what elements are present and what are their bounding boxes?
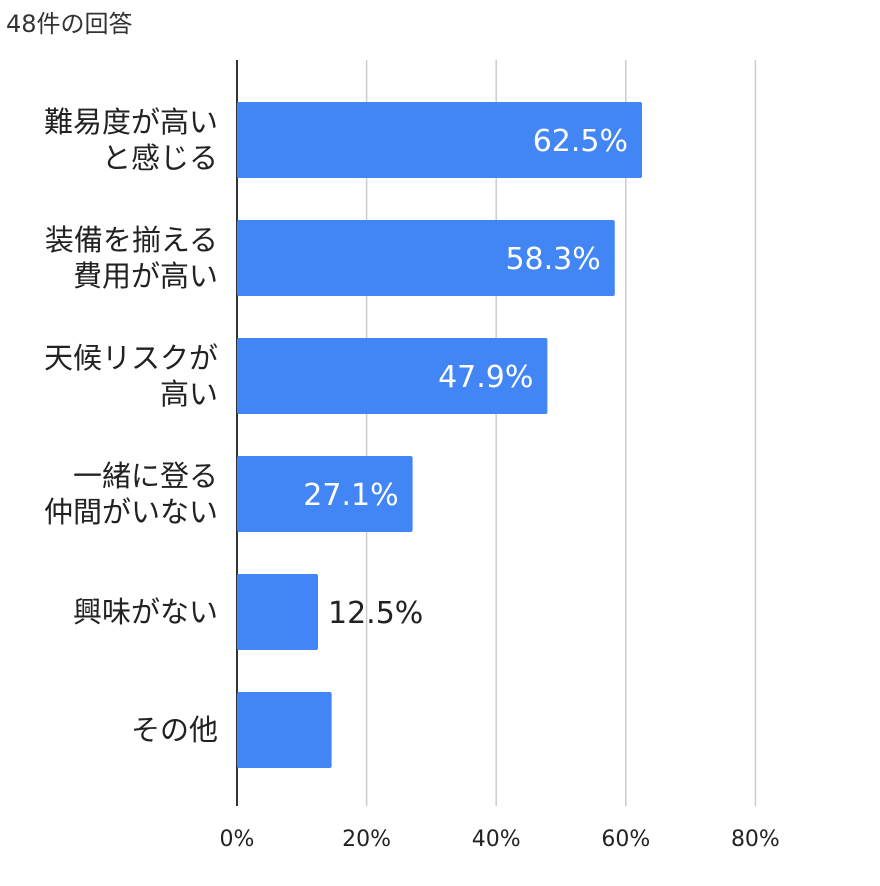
response-count: 48件の回答	[6, 10, 133, 38]
x-tick-labels: 0% 20% 40% 60% 80%	[220, 827, 780, 852]
bar-3	[237, 456, 413, 532]
category-label-4: 興味がない	[73, 595, 218, 629]
bar-0	[237, 102, 642, 178]
bar-1	[237, 220, 615, 296]
bars: 62.5% 58.3% 47.9% 27.1% 12.5%	[237, 102, 642, 768]
category-label-2: 天候リスクが高い	[44, 341, 218, 411]
category-label-3: 一緒に登る仲間がいない	[44, 459, 218, 529]
grid-lines	[236, 60, 757, 806]
category-label-0: 難易度が高いと感じる	[44, 105, 218, 175]
x-tick-label-80: 80%	[731, 827, 780, 852]
value-label-0: 62.5%	[533, 124, 628, 159]
value-label-3: 27.1%	[303, 478, 398, 513]
category-labels: 難易度が高いと感じる装備を揃える費用が高い天候リスクが高い一緒に登る仲間がいない…	[44, 105, 218, 747]
value-label-4: 12.5%	[328, 596, 423, 631]
x-tick-label-60: 60%	[601, 827, 650, 852]
category-label-5: その他	[131, 713, 218, 747]
value-label-1: 58.3%	[505, 242, 600, 277]
x-tick-label-0: 0%	[220, 827, 255, 852]
bar-5	[237, 692, 332, 768]
x-tick-label-40: 40%	[472, 827, 521, 852]
value-label-2: 47.9%	[438, 360, 533, 395]
bar-2	[237, 338, 548, 414]
bar-4	[237, 574, 318, 650]
x-tick-label-20: 20%	[342, 827, 391, 852]
category-label-1: 装備を揃える費用が高い	[45, 223, 218, 293]
